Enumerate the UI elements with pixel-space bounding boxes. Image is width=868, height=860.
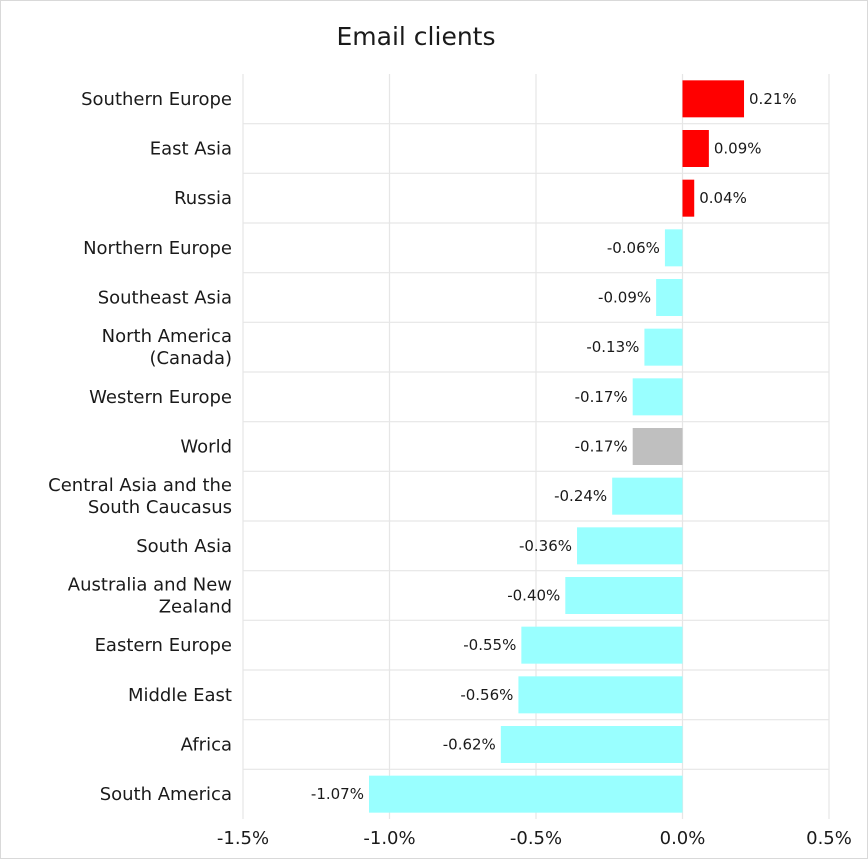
bar-value-label: -0.09% xyxy=(598,289,651,307)
bar xyxy=(656,279,683,316)
category-label: Middle East xyxy=(128,685,232,706)
bar xyxy=(521,626,683,664)
category-label: South America xyxy=(100,784,232,805)
bar xyxy=(632,428,683,465)
bar-value-label: -0.36% xyxy=(519,537,572,555)
bar xyxy=(664,229,683,267)
bar xyxy=(682,179,695,217)
bar-value-label: -0.40% xyxy=(507,587,560,605)
bar-value-label: -0.55% xyxy=(463,636,516,654)
bar-value-label: -0.17% xyxy=(575,388,628,406)
category-label: Eastern Europe xyxy=(95,635,232,656)
bar-value-label: -1.07% xyxy=(311,785,364,803)
category-labels: Southern Europe East Asia Russia Northern E… xyxy=(48,89,232,805)
bar-value-label: 0.09% xyxy=(714,140,762,158)
category-label: Northern Europe xyxy=(83,238,232,259)
x-tick-label: -0.5% xyxy=(510,828,562,849)
x-tick-label: 0.0% xyxy=(660,828,706,849)
bar xyxy=(682,80,745,118)
category-label: Russia xyxy=(174,188,232,209)
category-label: Central Asia and the xyxy=(48,475,232,496)
bar-value-label: -0.17% xyxy=(575,438,628,456)
bar xyxy=(577,527,683,565)
x-tick-label: -1.0% xyxy=(363,828,415,849)
category-label: Africa xyxy=(181,735,232,756)
value-labels: 0.21% 0.09% 0.04% -0.06% -0.09% -0.13% -0.17% -… xyxy=(311,90,797,803)
bar-value-label: 0.21% xyxy=(749,90,797,108)
bar-value-label: -0.24% xyxy=(554,487,607,505)
bar-value-label: -0.13% xyxy=(586,338,639,356)
category-label: North America xyxy=(102,326,232,347)
bar-value-label: -0.56% xyxy=(460,686,513,704)
category-label: Western Europe xyxy=(89,387,232,408)
bar xyxy=(565,577,683,614)
category-label: World xyxy=(180,437,232,458)
category-label: Zealand xyxy=(159,597,232,618)
category-label: Southern Europe xyxy=(81,89,232,110)
bars xyxy=(368,80,745,813)
category-label: East Asia xyxy=(150,139,232,160)
chart-title: Email clients xyxy=(337,22,496,51)
bar xyxy=(612,477,683,515)
category-label: Australia and New xyxy=(68,575,232,596)
bar xyxy=(682,130,709,167)
x-tick-label: 0.5% xyxy=(806,828,852,849)
category-label: South Caucasus xyxy=(88,497,232,518)
bar xyxy=(500,726,683,763)
x-tick-label: -1.5% xyxy=(217,828,269,849)
bar xyxy=(368,775,683,813)
grid-lines xyxy=(242,74,830,819)
category-label: Southeast Asia xyxy=(98,288,232,309)
category-label: (Canada) xyxy=(149,348,232,369)
bar xyxy=(644,328,683,366)
bar xyxy=(632,378,683,416)
category-label: South Asia xyxy=(136,536,232,557)
bar-value-label: -0.62% xyxy=(443,736,496,754)
bar-value-label: 0.04% xyxy=(699,189,747,207)
bar-value-label: -0.06% xyxy=(607,239,660,257)
x-axis-ticks: -1.5% -1.0% -0.5% 0.0% 0.5% xyxy=(217,828,852,849)
bar xyxy=(518,676,683,714)
